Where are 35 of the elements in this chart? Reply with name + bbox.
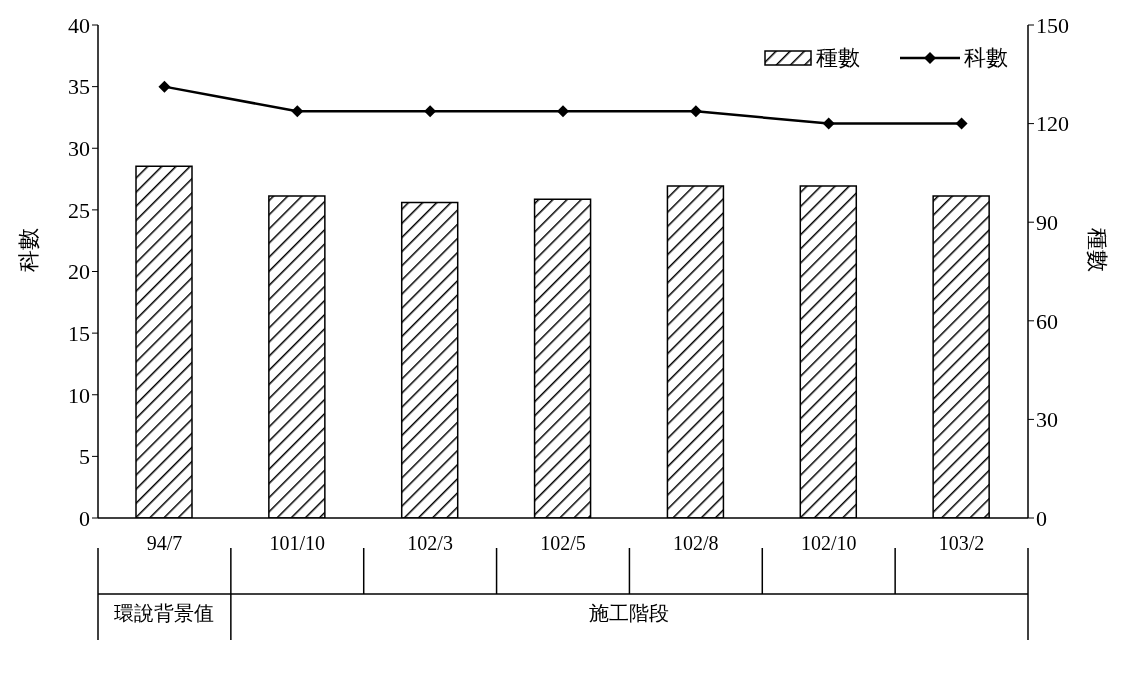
point — [291, 105, 304, 118]
x-tick-label: 94/7 — [146, 532, 183, 555]
y-tick-label: 35 — [68, 74, 90, 100]
text: 環說背景值 — [113, 601, 216, 626]
y-tick-label: 15 — [68, 320, 90, 346]
x-tick-label: 101/10 — [269, 532, 326, 555]
legend-label: 種數 — [816, 44, 860, 72]
y-tick-label: 0 — [79, 505, 90, 531]
x-tick-label: 102/10 — [800, 532, 857, 555]
y2-tick-label: 150 — [1036, 12, 1069, 38]
point — [424, 105, 437, 118]
y-tick-label: 20 — [68, 259, 90, 285]
y-axis-title: 科數 — [15, 227, 41, 272]
point — [557, 105, 569, 118]
x-tick-label: 102/8 — [673, 532, 719, 555]
y-tick-label: 40 — [68, 12, 90, 38]
text: 施工階段 — [588, 601, 671, 626]
y-tick-label: 25 — [68, 197, 90, 223]
y2-tick-label: 60 — [1036, 308, 1058, 334]
y2-tick-label: 120 — [1036, 111, 1069, 137]
point — [822, 117, 835, 130]
y2-axis-title: 種數 — [1085, 227, 1111, 272]
x-tick-label: 102/5 — [540, 532, 586, 555]
y-tick-label: 30 — [68, 136, 90, 162]
x-tick-label: 103/2 — [938, 532, 985, 555]
x-tick-label: 102/3 — [407, 532, 453, 555]
y-tick-label: 10 — [68, 382, 90, 408]
y2-tick-label: 90 — [1036, 210, 1058, 236]
y2-tick-label: 0 — [1036, 505, 1047, 531]
point — [689, 105, 702, 118]
y2-tick-label: 30 — [1036, 407, 1058, 433]
point — [955, 117, 968, 130]
point — [158, 80, 171, 93]
y-tick-label: 5 — [79, 444, 90, 470]
legend-label: 科數 — [964, 44, 1008, 72]
